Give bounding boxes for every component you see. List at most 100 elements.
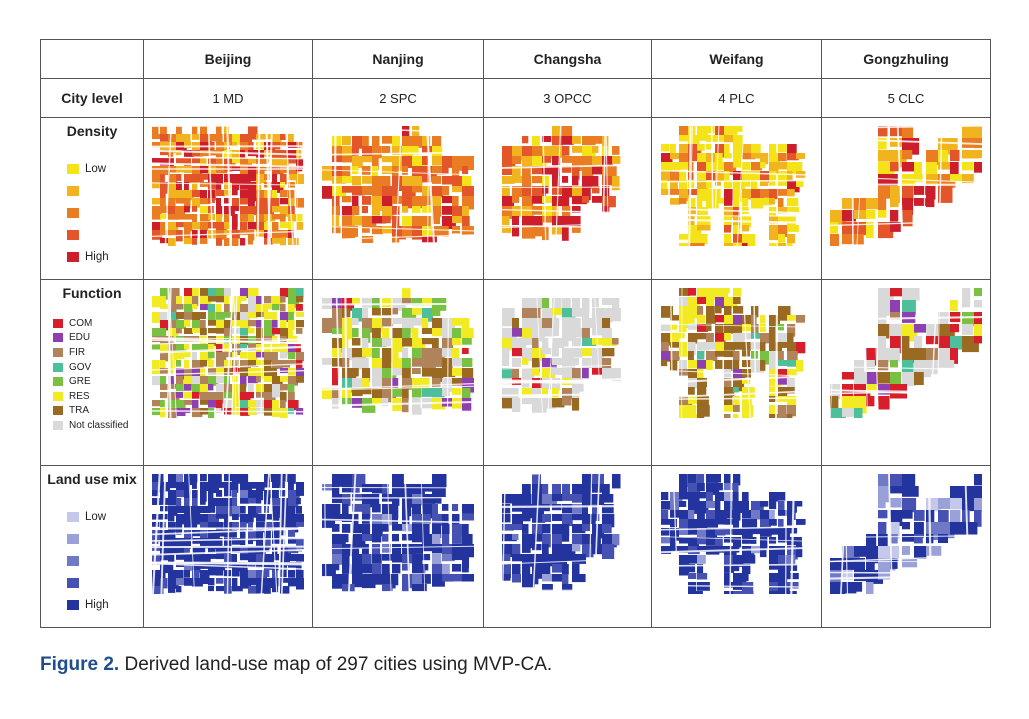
map-parcel xyxy=(777,528,790,538)
map-parcel xyxy=(176,158,185,165)
map-parcel xyxy=(362,564,375,574)
map-parcel xyxy=(224,546,231,555)
map-parcel xyxy=(352,328,359,338)
map-parcel xyxy=(272,474,282,486)
map-parcel xyxy=(660,324,670,332)
map-parcel xyxy=(914,174,923,182)
map-parcel xyxy=(571,358,579,365)
map-parcel xyxy=(176,482,185,491)
map-parcel xyxy=(777,180,790,186)
map-parcel xyxy=(224,312,232,318)
map-parcel xyxy=(442,574,454,582)
map-parcel xyxy=(511,328,527,337)
map-parcel xyxy=(224,288,231,297)
map-parcel xyxy=(551,308,565,315)
map-parcel xyxy=(669,315,683,321)
map-parcel xyxy=(382,166,396,174)
map-parcel xyxy=(732,297,741,304)
map-parcel xyxy=(750,342,761,350)
map-parcel xyxy=(732,351,739,361)
map-parcel xyxy=(412,176,423,188)
map-parcel xyxy=(938,162,955,170)
map-parcel xyxy=(660,180,667,191)
map-parcel xyxy=(192,376,203,384)
map-parcel xyxy=(678,396,692,408)
map-parcel xyxy=(280,190,288,198)
map-road xyxy=(660,546,813,554)
map-road xyxy=(269,474,278,594)
map-parcel xyxy=(184,320,191,327)
legend-item: High xyxy=(67,594,109,616)
map-parcel xyxy=(332,136,342,148)
map-parcel xyxy=(168,238,176,246)
map-parcel xyxy=(248,214,254,224)
map-parcel xyxy=(296,328,303,334)
legend-label: TRA xyxy=(69,405,89,417)
map-parcel xyxy=(152,296,162,308)
map-parcel xyxy=(208,384,214,391)
map-road xyxy=(491,208,644,214)
map-parcel xyxy=(280,474,289,482)
map-parcel xyxy=(200,214,211,222)
map-parcel xyxy=(240,142,252,154)
map-parcel xyxy=(382,338,392,347)
map-parcel xyxy=(669,333,680,343)
map-parcel xyxy=(168,570,180,581)
map-parcel xyxy=(402,126,410,141)
map-parcel xyxy=(352,524,365,534)
map-cell xyxy=(143,117,313,280)
map-parcel xyxy=(705,180,713,189)
map-parcel xyxy=(442,186,449,196)
map-parcel xyxy=(240,206,250,218)
map-parcel xyxy=(272,150,284,162)
map-parcel xyxy=(786,378,795,391)
map-parcel xyxy=(696,126,708,136)
map-parcel xyxy=(714,483,723,491)
map-parcel xyxy=(866,198,879,210)
map-parcel xyxy=(601,318,610,333)
map-parcel xyxy=(732,333,745,345)
map-parcel xyxy=(352,216,363,226)
map-parcel xyxy=(200,506,211,513)
map-parcel xyxy=(160,238,169,244)
map-parcel xyxy=(208,320,217,326)
map-parcel xyxy=(288,408,295,414)
map-parcel xyxy=(462,524,469,538)
map-parcel xyxy=(759,342,765,356)
map-parcel xyxy=(768,162,778,175)
map-parcel xyxy=(878,534,888,549)
map-parcel xyxy=(296,142,303,148)
map-parcel xyxy=(248,352,258,364)
map-parcel xyxy=(750,519,757,531)
map-parcel xyxy=(216,288,226,299)
map-parcel xyxy=(571,186,583,199)
map-parcel xyxy=(696,306,703,315)
map-parcel xyxy=(795,546,802,558)
map-parcel xyxy=(890,126,903,137)
map-parcel xyxy=(687,342,696,356)
map-parcel xyxy=(696,510,705,520)
changsha-function-map xyxy=(491,288,644,418)
map-parcel xyxy=(501,348,509,359)
map-parcel xyxy=(696,171,706,180)
map-parcel xyxy=(208,158,220,169)
map-parcel xyxy=(432,166,445,175)
map-cell xyxy=(821,465,991,628)
map-parcel xyxy=(256,134,266,140)
map-parcel xyxy=(777,207,789,214)
map-parcel xyxy=(511,166,521,178)
map-parcel xyxy=(288,352,296,360)
map-parcel xyxy=(184,530,193,541)
map-parcel xyxy=(551,574,565,582)
map-parcel xyxy=(422,236,437,243)
map-parcel xyxy=(216,198,221,207)
map-parcel xyxy=(224,392,235,399)
map-road xyxy=(152,474,161,594)
map-parcel xyxy=(795,342,805,354)
map-parcel xyxy=(362,236,374,243)
map-parcel xyxy=(687,573,696,579)
map-parcel xyxy=(531,146,544,157)
map-parcel xyxy=(501,494,513,504)
map-parcel xyxy=(571,534,584,545)
map-parcel xyxy=(192,546,204,554)
